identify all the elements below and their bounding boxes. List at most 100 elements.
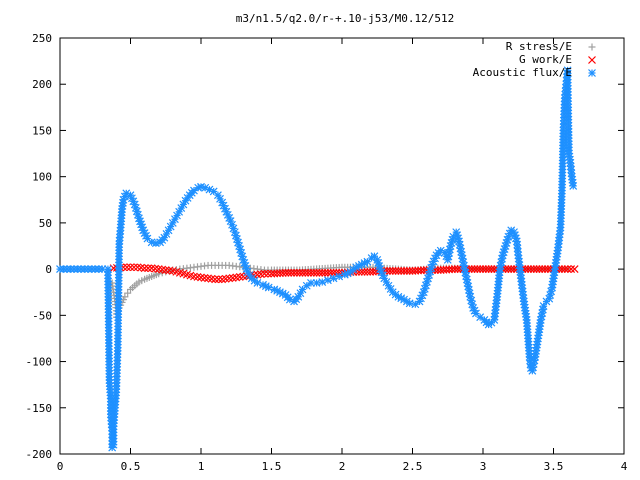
data-point [126, 263, 135, 272]
data-point [541, 265, 549, 274]
plot-frame [59, 37, 625, 455]
data-point [487, 265, 496, 274]
data-point [453, 265, 462, 274]
data-point [524, 265, 533, 274]
data-point [476, 265, 485, 274]
data-point [527, 265, 535, 274]
legend-marker [588, 69, 596, 77]
x-tick-label: 2.5 [403, 460, 423, 473]
y-tick-label: 50 [39, 217, 52, 230]
data-point [323, 276, 332, 285]
y-tick-label: 150 [32, 124, 52, 137]
data-point [529, 265, 538, 274]
data-point [543, 265, 552, 274]
data-point [563, 265, 572, 274]
data-point [472, 309, 480, 318]
y-tick-label: -200 [26, 448, 53, 461]
legend-marker [588, 43, 596, 51]
data-point [569, 181, 578, 190]
data-point [147, 238, 156, 247]
data-point [260, 269, 269, 278]
x-tick-label: 0 [57, 460, 64, 473]
data-point [400, 267, 408, 275]
data-point [87, 265, 96, 274]
data-point [538, 265, 547, 274]
data-point [281, 268, 290, 277]
data-point [467, 265, 476, 274]
data-point [501, 265, 510, 274]
data-point [481, 265, 490, 274]
data-point [535, 265, 544, 274]
data-point [253, 279, 262, 287]
y-tick-label: -50 [32, 309, 52, 322]
x-tick-label: 3.5 [544, 460, 564, 473]
legend-label-acoustic-flux: Acoustic flux/E [473, 66, 572, 79]
legend-marker [588, 56, 596, 64]
x-tick-label: 1 [198, 460, 205, 473]
chart-title: m3/n1.5/q2.0/r-+.10-j53/M0.12/512 [236, 12, 455, 25]
data-point [59, 265, 68, 274]
data-point [144, 264, 153, 273]
data-point [329, 268, 338, 277]
x-tick-label: 1.5 [262, 460, 282, 473]
data-point [298, 268, 307, 277]
axis-ticks [59, 37, 625, 455]
data-point [570, 265, 579, 274]
data-point [490, 265, 499, 274]
data-point [329, 274, 338, 283]
data-point [284, 268, 293, 277]
data-point [318, 268, 327, 277]
data-point [301, 268, 310, 277]
data-point [397, 267, 406, 275]
data-point [558, 265, 566, 274]
series-layer [56, 66, 579, 452]
data-point [290, 268, 298, 277]
data-point [307, 279, 315, 287]
y-tick-label: -100 [26, 356, 53, 369]
data-point [121, 293, 129, 301]
data-point [484, 265, 493, 274]
data-point [391, 267, 400, 275]
legend: R stress/E G work/E Acoustic flux/E [473, 40, 596, 79]
data-point [357, 267, 366, 276]
data-point [264, 269, 272, 278]
data-point [73, 265, 82, 274]
x-tick-label: 0.5 [121, 460, 141, 473]
y-tick-label: 100 [32, 171, 52, 184]
data-point [479, 265, 487, 274]
data-point [292, 268, 301, 277]
data-point [454, 234, 463, 243]
x-tick-label: 2 [339, 460, 346, 473]
y-tick-labels: 250 200 150 100 50 0 -50 -100 -150 -200 [26, 32, 53, 461]
data-point [130, 263, 138, 272]
y-tick-label: 200 [32, 78, 52, 91]
data-point [402, 267, 411, 275]
data-point [211, 275, 220, 284]
data-point [123, 263, 131, 272]
x-tick-labels: 0 0.5 1 1.5 2 2.5 3 3.5 4 [57, 460, 628, 473]
data-point [312, 268, 321, 277]
data-point [124, 289, 132, 297]
data-point [470, 265, 479, 274]
data-point [307, 268, 315, 277]
legend-label-r-stress: R stress/E [506, 40, 572, 53]
data-point [394, 267, 403, 275]
x-tick-label: 4 [621, 460, 628, 473]
legend-label-g-work: G work/E [519, 53, 572, 66]
data-point [84, 265, 93, 274]
data-point [530, 356, 539, 365]
data-point [197, 182, 205, 191]
data-point [140, 264, 149, 273]
data-point [335, 272, 344, 281]
data-point [315, 268, 324, 277]
data-point [388, 267, 397, 275]
data-point [532, 265, 541, 274]
data-point [214, 275, 223, 284]
y-tick-label: 0 [45, 263, 52, 276]
data-point [287, 268, 296, 277]
legend-markers [588, 43, 596, 77]
data-point [567, 265, 576, 274]
data-point [318, 278, 327, 286]
